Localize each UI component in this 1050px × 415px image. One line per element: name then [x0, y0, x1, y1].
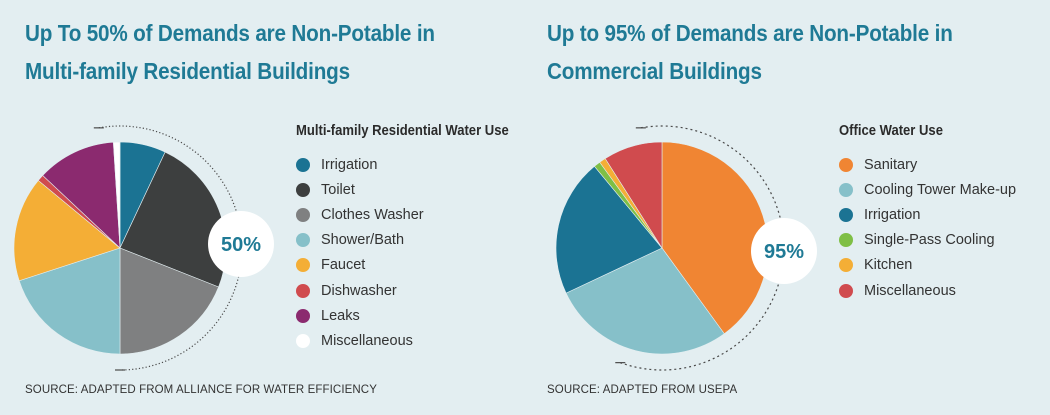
- legend-item: Faucet: [296, 253, 424, 278]
- legend-item: Toilet: [296, 177, 424, 202]
- pie-slice-clothes-washer: [119, 247, 219, 355]
- pie-slice-miscellaneous: [604, 141, 663, 250]
- callout-percentage: 50%: [221, 234, 261, 256]
- commercial-chart-panel: Up to 95% of Demands are Non-Potable in …: [525, 0, 1050, 415]
- legend-item: Single-Pass Cooling: [839, 228, 1016, 253]
- legend-label: Single-Pass Cooling: [864, 232, 995, 249]
- legend-label: Miscellaneous: [321, 332, 413, 349]
- pie-slice-sanitary: [661, 141, 769, 335]
- legend-label: Miscellaneous: [864, 282, 956, 299]
- legend-label: Cooling Tower Make-up: [864, 181, 1017, 198]
- legend-label: Irrigation: [864, 206, 921, 223]
- legend-swatch: [296, 182, 310, 197]
- chart-title: Up To 50% of Demands are Non-Potable in …: [25, 20, 435, 84]
- callout-badge: [208, 211, 274, 277]
- pie-slice-cooling-tower-make-up: [565, 247, 725, 355]
- legend-swatch: [296, 308, 310, 323]
- guide-arc: [98, 125, 243, 371]
- legend-label: Shower/Bath: [321, 232, 405, 249]
- commercial-legend: Sanitary Cooling Tower Make-up Irrigation S…: [839, 152, 1016, 303]
- legend-item: Leaks: [296, 303, 424, 328]
- legend-swatch: [296, 333, 310, 348]
- chart-title: Up to 95% of Demands are Non-Potable in …: [547, 20, 953, 84]
- residential-pie-chart: 50%: [13, 125, 274, 371]
- legend-swatch: [296, 157, 310, 172]
- legend-item: Cooling Tower Make-up: [839, 177, 1016, 202]
- legend-label: Kitchen: [864, 257, 913, 274]
- legend-item: Miscellaneous: [839, 278, 1016, 303]
- source-note: SOURCE: ADAPTED FROM ALLIANCE FOR WATER …: [25, 384, 377, 396]
- source-note: SOURCE: ADAPTED FROM USEPA: [547, 384, 738, 396]
- legend-item: Irrigation: [296, 152, 424, 177]
- legend-item: Kitchen: [839, 253, 1016, 278]
- legend-item: Shower/Bath: [296, 228, 424, 253]
- pie-slice-faucet: [13, 180, 121, 282]
- legend-swatch: [296, 258, 310, 273]
- legend-swatch: [839, 233, 853, 248]
- pie-slice-irrigation: [555, 165, 663, 294]
- legend-swatch: [296, 207, 310, 222]
- legend-swatch: [839, 207, 853, 222]
- pie-slice-leaks: [42, 141, 121, 249]
- pie-slice-miscellaneous: [113, 141, 121, 249]
- legend-swatch: [839, 182, 853, 197]
- pie-slice-toilet: [119, 151, 227, 288]
- legend-swatch: [296, 233, 310, 248]
- legend-item: Miscellaneous: [296, 328, 424, 353]
- callout-badge: [751, 218, 817, 284]
- legend-item: Irrigation: [839, 202, 1016, 227]
- callout-percentage: 95%: [764, 241, 804, 263]
- legend-label: Leaks: [321, 307, 360, 324]
- legend-swatch: [839, 258, 853, 273]
- legend-label: Irrigation: [321, 156, 378, 173]
- legend-title: Office Water Use: [839, 123, 943, 139]
- commercial-pie-chart: 95%: [555, 125, 817, 371]
- legend-item: Dishwasher: [296, 278, 424, 303]
- legend-item: Clothes Washer: [296, 202, 424, 227]
- legend-label: Toilet: [321, 181, 355, 198]
- pie-slice-shower-bath: [18, 247, 121, 355]
- legend-swatch: [839, 283, 853, 298]
- legend-swatch: [839, 157, 853, 172]
- legend-label: Dishwasher: [321, 282, 397, 299]
- legend-label: Sanitary: [864, 156, 918, 173]
- legend-title: Multi-family Residential Water Use: [296, 123, 509, 139]
- legend-item: Sanitary: [839, 152, 1016, 177]
- residential-chart-panel: Up To 50% of Demands are Non-Potable in …: [13, 20, 509, 396]
- legend-label: Faucet: [321, 257, 366, 274]
- legend-swatch: [296, 283, 310, 298]
- residential-legend: Irrigation Toilet Clothes Washer Shower/Bat…: [296, 152, 424, 354]
- legend-label: Clothes Washer: [321, 206, 424, 223]
